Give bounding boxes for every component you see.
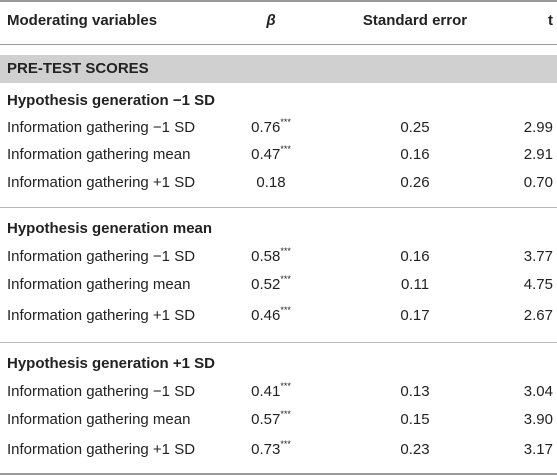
row-label: Information gathering +1 SD	[7, 441, 196, 458]
beta-cell: 0.57***	[251, 409, 291, 429]
row-label: Information gathering −1 SD	[7, 248, 196, 265]
se-cell: 0.17	[400, 307, 430, 324]
section-title: PRE-TEST SCORES	[7, 60, 149, 77]
table-row: Information gathering −1 SD 0.41*** 0.13…	[0, 379, 557, 405]
group-header: Hypothesis generation −1 SD	[0, 88, 557, 114]
group-separator	[0, 342, 557, 343]
header-row: Moderating variables β Standard error t	[0, 8, 557, 34]
row-label: Information gathering mean	[7, 146, 191, 163]
se-cell: 0.23	[400, 441, 430, 458]
bottom-rule	[0, 473, 557, 475]
beta-cell: 0.73***	[251, 439, 291, 459]
t-cell: 0.70	[523, 174, 553, 191]
beta-cell: 0.52***	[251, 274, 291, 294]
t-cell: 3.17	[523, 441, 553, 458]
top-rule	[0, 0, 557, 2]
table-row: Information gathering +1 SD 0.73*** 0.23…	[0, 437, 557, 463]
beta-cell: 0.18	[256, 174, 286, 191]
t-cell: 3.04	[523, 383, 553, 400]
group-title: Hypothesis generation +1 SD	[7, 355, 215, 372]
table-row: Information gathering +1 SD 0.46*** 0.17…	[0, 303, 557, 329]
t-cell: 2.91	[523, 146, 553, 163]
row-label: Information gathering mean	[7, 276, 191, 293]
beta-cell: 0.46***	[251, 305, 291, 325]
header-rule	[0, 44, 557, 45]
row-label: Information gathering mean	[7, 411, 191, 428]
se-cell: 0.13	[400, 383, 430, 400]
t-cell: 4.75	[523, 276, 553, 293]
se-cell: 0.16	[400, 248, 430, 265]
header-beta: β	[266, 12, 276, 29]
group-header: Hypothesis generation mean	[0, 216, 557, 242]
se-cell: 0.25	[400, 119, 430, 136]
header-t: t	[548, 12, 553, 29]
row-label: Information gathering −1 SD	[7, 383, 196, 400]
t-cell: 3.77	[523, 248, 553, 265]
beta-cell: 0.47***	[251, 144, 291, 164]
section-band: PRE-TEST SCORES	[0, 55, 557, 83]
table-row: Information gathering mean 0.47*** 0.16 …	[0, 142, 557, 168]
se-cell: 0.15	[400, 411, 430, 428]
t-cell: 3.90	[523, 411, 553, 428]
t-cell: 2.99	[523, 119, 553, 136]
t-cell: 2.67	[523, 307, 553, 324]
se-cell: 0.11	[400, 276, 430, 293]
beta-cell: 0.58***	[251, 246, 291, 266]
header-moderating-variables: Moderating variables	[7, 12, 158, 29]
group-header: Hypothesis generation +1 SD	[0, 351, 557, 377]
row-label: Information gathering +1 SD	[7, 307, 196, 324]
table-row: Information gathering +1 SD 0.18 0.26 0.…	[0, 170, 557, 196]
group-separator	[0, 207, 557, 208]
table-row: Information gathering −1 SD 0.58*** 0.16…	[0, 244, 557, 270]
se-cell: 0.16	[400, 146, 430, 163]
se-cell: 0.26	[400, 174, 430, 191]
group-title: Hypothesis generation mean	[7, 220, 213, 237]
table-row: Information gathering mean 0.57*** 0.15 …	[0, 407, 557, 433]
row-label: Information gathering +1 SD	[7, 174, 196, 191]
table-row: Information gathering −1 SD 0.76*** 0.25…	[0, 115, 557, 141]
row-label: Information gathering −1 SD	[7, 119, 196, 136]
table-row: Information gathering mean 0.52*** 0.11 …	[0, 272, 557, 298]
group-title: Hypothesis generation −1 SD	[7, 92, 215, 109]
header-standard-error: Standard error	[362, 12, 468, 29]
beta-cell: 0.41***	[251, 381, 291, 401]
beta-cell: 0.76***	[251, 117, 291, 137]
